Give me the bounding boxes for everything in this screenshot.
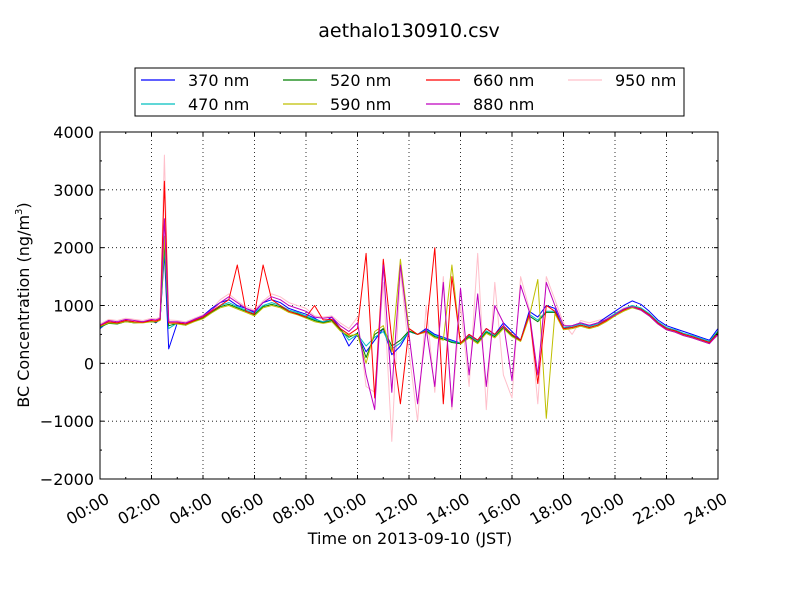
- y-axis-label-close: ): [14, 202, 33, 208]
- chart-legend: 370 nm 470 nm 520 nm 590 nm 660 nm 880 nm 950 …: [134, 67, 685, 117]
- x-tick-label: 02:00: [114, 489, 163, 529]
- x-tick-label: 14:00: [423, 489, 472, 529]
- y-tick-label: 2000: [53, 239, 94, 258]
- y-tick-label: 4000: [53, 123, 94, 142]
- series-line-880-nm: [99, 218, 719, 411]
- legend-label: 590 nm: [330, 95, 391, 114]
- y-axis-label-main: BC Concentration (ng/m: [14, 215, 33, 408]
- x-tick-labels: 00:00 02:00 04:00 06:00 08:00 10:00 12:00 14:00…: [63, 489, 730, 529]
- x-tick-label: 18:00: [526, 489, 575, 529]
- y-axis-label: BC Concentration (ng/m3): [14, 202, 33, 407]
- y-tick-labels: 4000 3000 2000 1000 0 −1000 −2000: [40, 123, 94, 489]
- plot-frame: [99, 131, 719, 480]
- x-tick-label: 20:00: [578, 489, 627, 529]
- y-axis-label-superscript: 3: [14, 209, 25, 215]
- y-tick-label: 0: [84, 354, 94, 373]
- series-line-590-nm: [99, 235, 719, 419]
- y-tick-label: −1000: [40, 412, 94, 431]
- x-tick-label: 08:00: [269, 489, 318, 529]
- legend-label: 520 nm: [330, 71, 391, 90]
- x-tick-label: 04:00: [166, 489, 215, 529]
- legend-label: 470 nm: [188, 95, 249, 114]
- y-tick-label: 3000: [53, 181, 94, 200]
- x-tick-label: 22:00: [629, 489, 678, 529]
- x-tick-label: 24:00: [681, 489, 730, 529]
- x-axis-label: Time on 2013-09-10 (JST): [307, 529, 512, 548]
- legend-entries: 370 nm 470 nm 520 nm 590 nm 660 nm 880 nm 950 …: [141, 71, 676, 114]
- series-line-950-nm: [99, 154, 719, 442]
- grid-layer: [99, 131, 719, 480]
- legend-label: 950 nm: [615, 71, 676, 90]
- legend-label: 880 nm: [473, 95, 534, 114]
- legend-label: 370 nm: [188, 71, 249, 90]
- x-tick-label: 00:00: [63, 489, 112, 529]
- x-tick-label: 06:00: [217, 489, 266, 529]
- y-tick-label: −2000: [40, 470, 94, 489]
- legend-label: 660 nm: [473, 71, 534, 90]
- y-tick-label: 1000: [53, 297, 94, 316]
- chart-title: aethalo130910.csv: [318, 20, 500, 42]
- x-tick-label: 12:00: [372, 489, 421, 529]
- legend-box: [134, 67, 685, 117]
- series-layer: [99, 154, 719, 442]
- x-tick-label: 10:00: [320, 489, 369, 529]
- x-tick-label: 16:00: [475, 489, 524, 529]
